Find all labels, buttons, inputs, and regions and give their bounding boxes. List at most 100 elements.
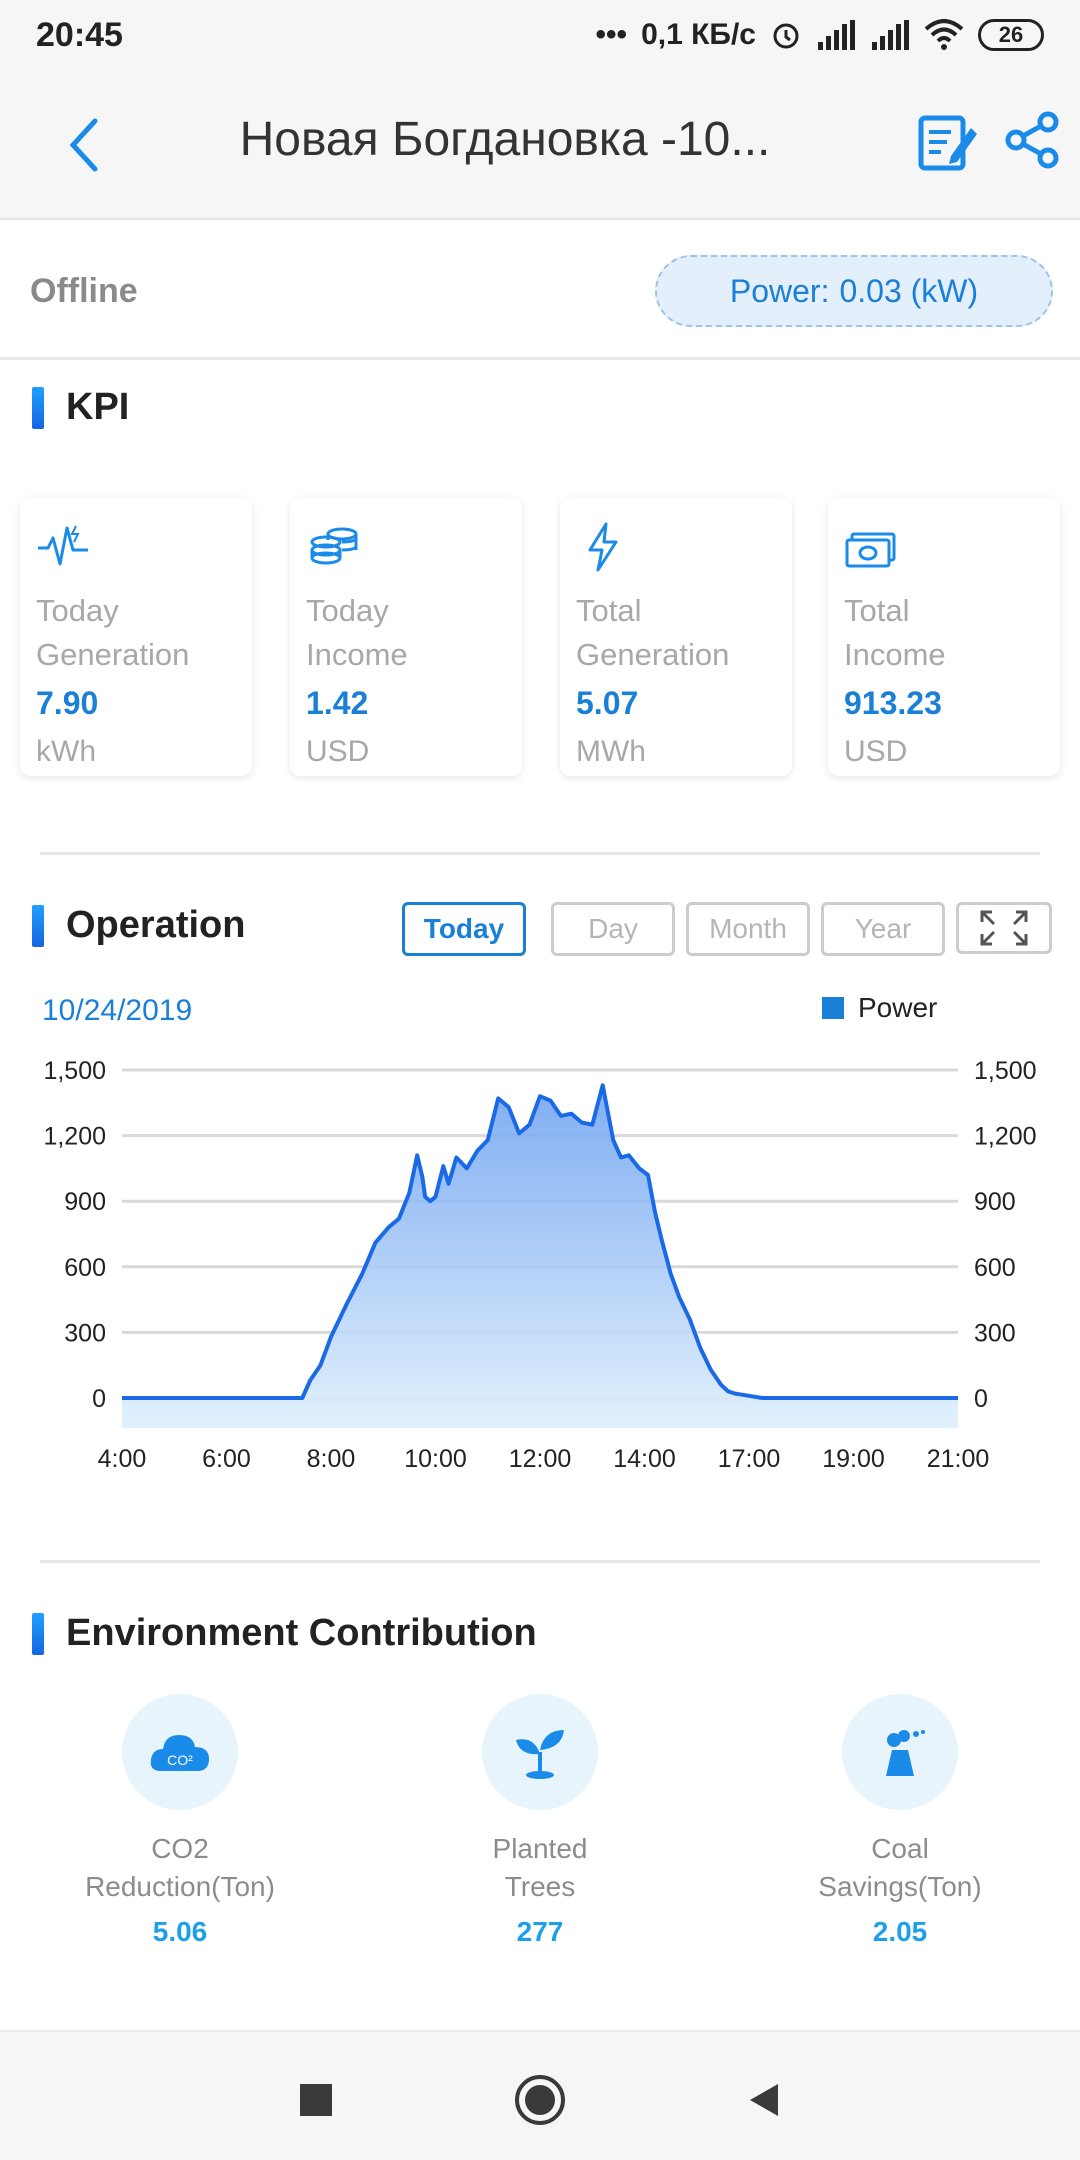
- env-icon-circle: [842, 1694, 958, 1810]
- section-accent-bar: [32, 386, 44, 429]
- env-value: 2.05: [872, 1916, 928, 1947]
- kpi-label-line1: Total: [844, 593, 910, 628]
- env-item-co2: CO² CO2 Reduction(Ton) 5.06: [30, 1694, 330, 1958]
- battery-icon: 26: [978, 19, 1044, 51]
- system-nav-bar: [0, 2030, 1080, 2160]
- kpi-card-total-generation[interactable]: Total Generation 5.07 MWh: [560, 498, 792, 776]
- signal-icon-2: [872, 20, 909, 50]
- chart-area: [122, 1083, 958, 1428]
- expand-icon: [980, 910, 1028, 946]
- x-tick-label: 12:00: [509, 1445, 572, 1473]
- pulse-icon: [38, 525, 88, 566]
- env-value: 277: [516, 1916, 564, 1947]
- env-label-line2: Trees: [504, 1871, 576, 1902]
- x-tick-label: 4:00: [98, 1445, 147, 1473]
- kpi-card-today-generation[interactable]: Today Generation 7.90 kWh: [20, 498, 252, 776]
- kpi-section-title: KPI: [32, 386, 129, 429]
- y-tick-label-left: 900: [64, 1188, 106, 1216]
- tab-today[interactable]: Today: [402, 902, 526, 956]
- chart-axes: 0 0 300 300 600 600 900 900 1,200 1,200 1,500 1,500…: [43, 1057, 1036, 1473]
- kpi-label-line2: Generation: [576, 637, 730, 672]
- y-tick-label-left: 600: [64, 1254, 106, 1282]
- power-label: Power:: [729, 272, 830, 309]
- chart-legend: Power: [822, 992, 937, 1024]
- y-tick-label-right: 900: [974, 1188, 1016, 1216]
- env-icon-circle: [482, 1694, 598, 1810]
- back-nav-button[interactable]: [736, 2072, 792, 2128]
- lightning-icon: [588, 522, 618, 572]
- kpi-label-line2: Generation: [36, 637, 190, 672]
- section-accent-bar: [32, 904, 44, 947]
- dots-icon: •••: [595, 18, 628, 51]
- edit-icon: [918, 115, 977, 171]
- kpi-card-total-income[interactable]: Total Income 913.23 USD: [828, 498, 1060, 776]
- tab-month[interactable]: Month: [686, 902, 810, 956]
- share-icon: [1005, 111, 1059, 169]
- kpi-value: 7.90: [36, 685, 99, 721]
- net-speed: 0,1 КБ/с: [641, 18, 756, 51]
- home-button[interactable]: [512, 2072, 568, 2128]
- section-divider: [40, 852, 1040, 855]
- power-series-line: [122, 1083, 958, 1400]
- edit-button[interactable]: [915, 110, 979, 174]
- coins-icon: [310, 527, 358, 565]
- x-tick-label: 14:00: [613, 1445, 676, 1473]
- operation-title: Operation: [66, 904, 246, 946]
- legend-swatch: [822, 997, 844, 1019]
- app-header: Новая Богдановка -10...: [0, 70, 1080, 220]
- kpi-label-line2: Income: [306, 637, 408, 672]
- x-tick-label: 6:00: [202, 1445, 251, 1473]
- env-item-trees: Planted Trees 277: [390, 1694, 690, 1958]
- signal-icon: [818, 20, 855, 50]
- recents-button[interactable]: [288, 2072, 344, 2128]
- env-label-line2: Reduction(Ton): [85, 1871, 275, 1902]
- co2-cloud-icon: CO²: [150, 1735, 209, 1771]
- env-label-line1: CO2: [151, 1833, 209, 1864]
- env-label-line2: Savings(Ton): [818, 1871, 982, 1902]
- triangle-back-icon: [750, 2084, 778, 2116]
- kpi-card-today-income[interactable]: Today Income 1.42 USD: [290, 498, 522, 776]
- y-tick-label-right: 600: [974, 1254, 1016, 1282]
- section-accent-bar: [32, 1612, 44, 1655]
- power-value: 0.03 (kW): [839, 272, 979, 309]
- tab-year[interactable]: Year: [821, 902, 945, 956]
- kpi-value: 913.23: [844, 685, 942, 721]
- section-divider: [40, 1560, 1040, 1563]
- x-tick-label: 10:00: [404, 1445, 467, 1473]
- alarm-icon: [773, 23, 799, 49]
- y-tick-label-right: 1,500: [974, 1057, 1037, 1085]
- home-circle-icon: [515, 2075, 565, 2125]
- kpi-unit: kWh: [36, 735, 96, 768]
- kpi-label-line1: Total: [576, 593, 642, 628]
- fullscreen-button[interactable]: [956, 902, 1052, 954]
- kpi-unit: USD: [844, 735, 908, 768]
- coal-plant-icon: [886, 1730, 925, 1776]
- status-icons: ••• 0,1 КБ/с 26: [596, 18, 1044, 52]
- station-status-row: Offline Power: 0.03 (kW): [0, 220, 1080, 360]
- x-tick-label: 21:00: [927, 1445, 990, 1473]
- env-label-line1: Planted: [492, 1833, 588, 1864]
- share-button[interactable]: [1000, 108, 1064, 172]
- env-item-coal: Coal Savings(Ton) 2.05: [750, 1694, 1050, 1958]
- env-icon-circle: CO²: [122, 1694, 238, 1810]
- plant-icon: [516, 1730, 564, 1779]
- environment-title: Environment Contribution: [66, 1612, 537, 1654]
- operation-section-title: Operation: [32, 904, 245, 947]
- tab-day[interactable]: Day: [551, 902, 675, 956]
- y-tick-label-right: 0: [974, 1385, 988, 1413]
- status-time: 20:45: [36, 15, 123, 54]
- kpi-unit: USD: [306, 735, 370, 768]
- back-button[interactable]: [50, 110, 120, 180]
- kpi-value: 5.07: [576, 685, 639, 721]
- env-value: 5.06: [152, 1916, 208, 1947]
- x-tick-label: 17:00: [718, 1445, 781, 1473]
- power-badge: Power: 0.03 (kW): [655, 255, 1053, 327]
- kpi-unit: MWh: [576, 735, 646, 768]
- x-tick-label: 19:00: [822, 1445, 885, 1473]
- chart-date: 10/24/2019: [42, 994, 193, 1027]
- kpi-value: 1.42: [306, 685, 369, 721]
- kpi-title: KPI: [66, 386, 130, 428]
- y-tick-label-left: 0: [92, 1385, 106, 1413]
- y-tick-label-left: 1,500: [43, 1057, 106, 1085]
- y-tick-label-right: 300: [974, 1319, 1016, 1347]
